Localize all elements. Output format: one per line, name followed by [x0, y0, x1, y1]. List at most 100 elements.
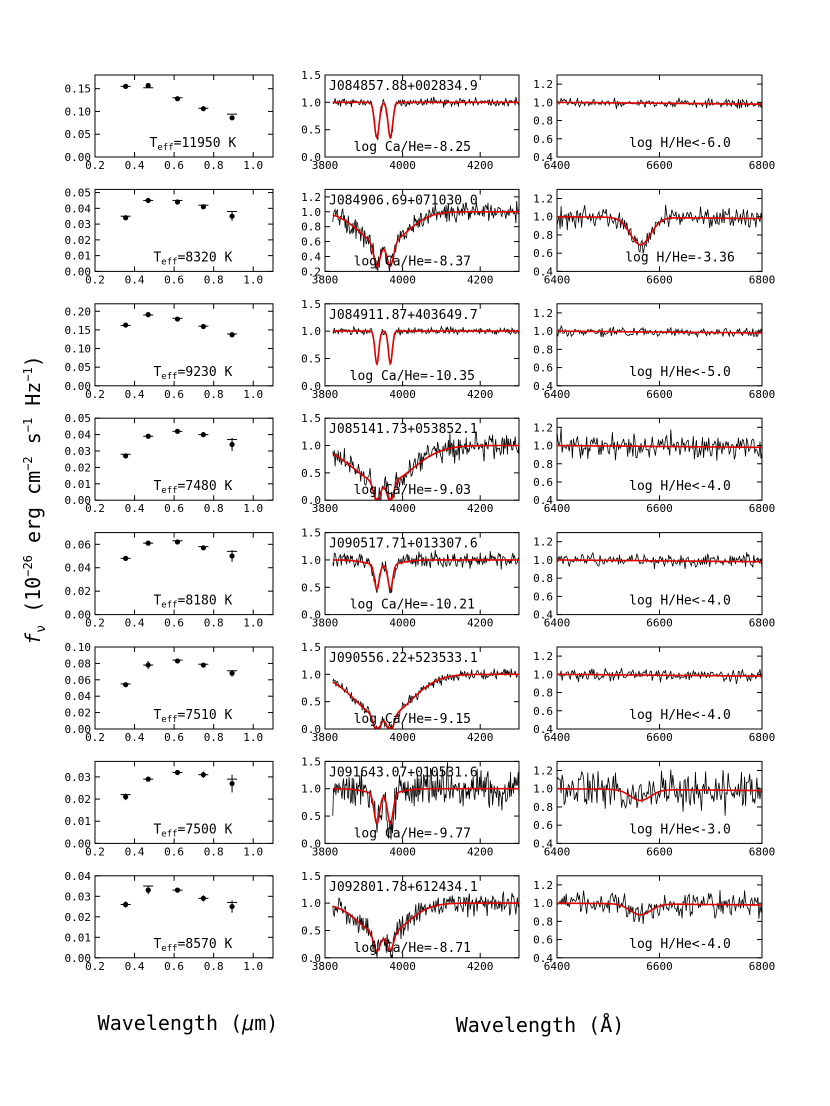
x-tick-label: 0.4: [125, 273, 145, 286]
y-tick-label: 0.01: [65, 931, 92, 944]
x-tick-label: 6600: [646, 617, 673, 630]
y-tick-label: 1.0: [301, 897, 321, 910]
x-tick-label: 4000: [389, 617, 416, 630]
model-spectrum: [332, 673, 519, 729]
x-tick-label: 6800: [749, 731, 776, 744]
photometry-panel: 0.2 0.4 0.6 0.8 1.0 0.00 0.01 0.02 0.03 Teff=7500…: [65, 760, 274, 858]
y-tick-label: 1.5: [301, 298, 321, 311]
y-tick-label: 0.0: [301, 609, 321, 622]
x-tick-label: 4200: [467, 388, 494, 401]
photometry-frame: [94, 532, 274, 616]
star-name: J091643.07+010531.6: [329, 765, 478, 780]
photometry-point: [123, 322, 129, 328]
x-axis-label-left: Wavelength (μm): [98, 1011, 279, 1035]
star-name: J092801.78+612434.1: [329, 880, 478, 895]
x-tick-label: 3800: [312, 388, 339, 401]
x-tick-label: 4200: [467, 159, 494, 172]
x-tick-label: 6400: [544, 159, 571, 172]
y-tick-label: 0.6: [301, 236, 321, 249]
y-tick-label: 0.2: [301, 265, 321, 278]
photometry-point: [229, 213, 235, 219]
y-tick-label: 0.02: [65, 911, 92, 924]
x-tick-label: 4000: [389, 159, 416, 172]
teff-label: Teff=7500 K: [153, 822, 232, 839]
y-tick-label: 0.04: [65, 202, 92, 215]
y-tick-label: 0.4: [533, 837, 553, 850]
y-tick-label: 0.01: [65, 478, 92, 491]
y-tick-label: 1.5: [301, 870, 321, 883]
x-tick-label: 1.0: [243, 960, 263, 973]
observed-spectrum: [556, 204, 763, 254]
y-tick-label: 0.6: [533, 934, 553, 947]
x-tick-label: 6600: [646, 388, 673, 401]
x-tick-label: 0.2: [85, 273, 105, 286]
photometry-frame: [94, 760, 274, 844]
y-tick-label: 0.4: [533, 380, 553, 393]
x-tick-label: 0.8: [204, 159, 224, 172]
y-tick-label: 0.5: [301, 924, 321, 937]
x-tick-label: 0.4: [125, 731, 145, 744]
x-tick-label: 4200: [467, 960, 494, 973]
y-tick-label: 1.0: [533, 211, 553, 224]
model-spectrum: [332, 787, 519, 826]
photometry-point: [145, 887, 151, 893]
x-tick-label: 0.8: [204, 388, 224, 401]
y-tick-label: 1.5: [301, 527, 321, 540]
h-alpha-panel: 6400 6600 6800 0.4 0.6 0.8 1.0 1.2 log H/He<-4.0: [533, 532, 775, 630]
photometry-point: [145, 433, 151, 439]
photometry-point: [229, 780, 235, 787]
x-tick-label: 4000: [389, 273, 416, 286]
teff-label: Teff=7510 K: [153, 708, 232, 725]
star-name: J084857.88+002834.9: [329, 79, 478, 94]
x-tick-label: 0.4: [125, 617, 145, 630]
x-tick-label: 0.6: [164, 960, 184, 973]
y-tick-label: 1.2: [533, 536, 553, 549]
y-tick-label: 0.04: [65, 870, 92, 883]
ca-abundance-label: log Ca/He=-10.35: [350, 369, 475, 384]
photometry-point: [200, 106, 206, 112]
y-tick-label: 0.00: [65, 151, 92, 164]
x-tick-label: 3800: [312, 617, 339, 630]
y-tick-label: 0.03: [65, 445, 92, 458]
y-tick-label: 0.4: [533, 265, 553, 278]
y-tick-label: 1.2: [533, 421, 553, 434]
y-tick-label: 1.0: [533, 325, 553, 338]
x-axis-label-right: Wavelength (Å): [456, 1013, 625, 1037]
x-tick-label: 4000: [389, 960, 416, 973]
photometry-point: [200, 662, 206, 668]
y-tick-label: 0.4: [533, 609, 553, 622]
y-tick-label: 0.6: [533, 476, 553, 489]
y-tick-label: 1.2: [533, 78, 553, 91]
teff-label: Teff=7480 K: [153, 479, 232, 496]
y-tick-label: 1.2: [301, 191, 321, 204]
y-tick-label: 0.8: [533, 229, 553, 242]
x-tick-label: 1.0: [243, 273, 263, 286]
x-tick-label: 3800: [312, 731, 339, 744]
photometry-point: [123, 453, 129, 459]
y-tick-label: 0.08: [65, 657, 92, 670]
photometry-frame: [94, 417, 274, 501]
x-tick-label: 0.2: [85, 388, 105, 401]
photometry-point: [123, 555, 129, 561]
h-alpha-panel: 6400 6600 6800 0.4 0.6 0.8 1.0 1.2 log H/He<-6.0: [533, 74, 775, 172]
y-tick-label: 0.8: [533, 343, 553, 356]
ca-spectrum-frame: [324, 303, 520, 387]
photometry-panel: 0.2 0.4 0.6 0.8 1.0 0.00 0.01 0.02 0.03 0.04 0.05 T…: [65, 187, 274, 286]
x-tick-label: 0.4: [125, 159, 145, 172]
y-tick-label: 0.6: [533, 819, 553, 832]
model-spectrum: [557, 215, 763, 246]
y-tick-label: 0.8: [301, 221, 321, 234]
y-tick-label: 0.05: [65, 128, 92, 141]
x-tick-label: 4000: [389, 731, 416, 744]
y-tick-label: 0.5: [301, 810, 321, 823]
y-tick-label: 0.04: [65, 690, 92, 703]
photometry-point: [145, 82, 151, 89]
x-tick-label: 6400: [544, 731, 571, 744]
photometry-frame: [94, 646, 274, 730]
y-tick-label: 0.00: [65, 952, 92, 965]
h-abundance-label: log H/He<-4.0: [629, 594, 731, 609]
y-tick-label: 0.8: [533, 115, 553, 128]
y-tick-label: 0.00: [65, 837, 92, 850]
x-tick-label: 4200: [467, 617, 494, 630]
ca-abundance-label: log Ca/He=-10.21: [350, 598, 475, 613]
